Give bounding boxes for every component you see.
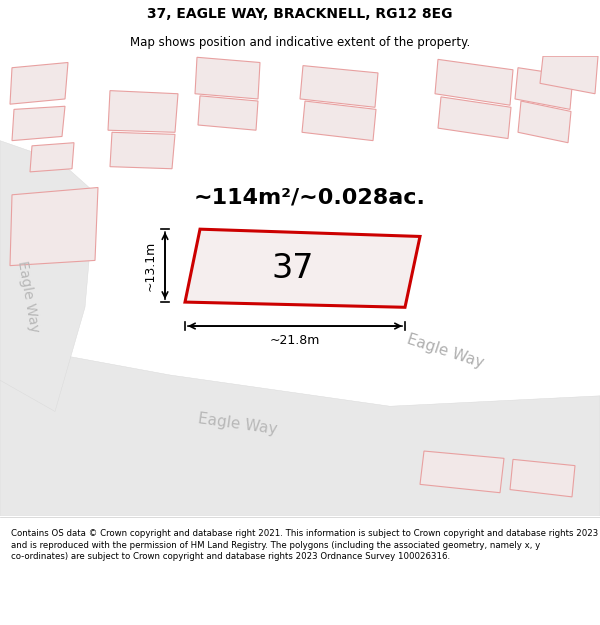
Text: Eagle Way: Eagle Way (15, 260, 41, 334)
Polygon shape (302, 101, 376, 141)
Polygon shape (515, 68, 573, 109)
Polygon shape (108, 91, 178, 132)
Polygon shape (10, 62, 68, 104)
Text: 37: 37 (271, 253, 314, 285)
Text: Map shows position and indicative extent of the property.: Map shows position and indicative extent… (130, 36, 470, 49)
Polygon shape (110, 132, 175, 169)
Text: ~114m²/~0.028ac.: ~114m²/~0.028ac. (194, 188, 426, 208)
Polygon shape (10, 188, 98, 266)
Text: 37, EAGLE WAY, BRACKNELL, RG12 8EG: 37, EAGLE WAY, BRACKNELL, RG12 8EG (147, 7, 453, 21)
Polygon shape (198, 96, 258, 130)
Polygon shape (0, 344, 600, 516)
Text: ~21.8m: ~21.8m (270, 334, 320, 347)
Polygon shape (195, 58, 260, 99)
Text: Contains OS data © Crown copyright and database right 2021. This information is : Contains OS data © Crown copyright and d… (11, 529, 598, 561)
Polygon shape (30, 142, 74, 172)
Polygon shape (185, 229, 420, 308)
Polygon shape (300, 66, 378, 108)
Polygon shape (510, 459, 575, 497)
Text: Eagle Way: Eagle Way (404, 332, 485, 371)
Text: Eagle Way: Eagle Way (197, 411, 278, 437)
Polygon shape (435, 59, 513, 105)
Polygon shape (540, 56, 598, 94)
Polygon shape (518, 101, 571, 142)
Polygon shape (0, 141, 95, 411)
Polygon shape (438, 97, 511, 139)
Text: ~13.1m: ~13.1m (143, 241, 157, 291)
Polygon shape (12, 106, 65, 141)
Polygon shape (420, 451, 504, 493)
